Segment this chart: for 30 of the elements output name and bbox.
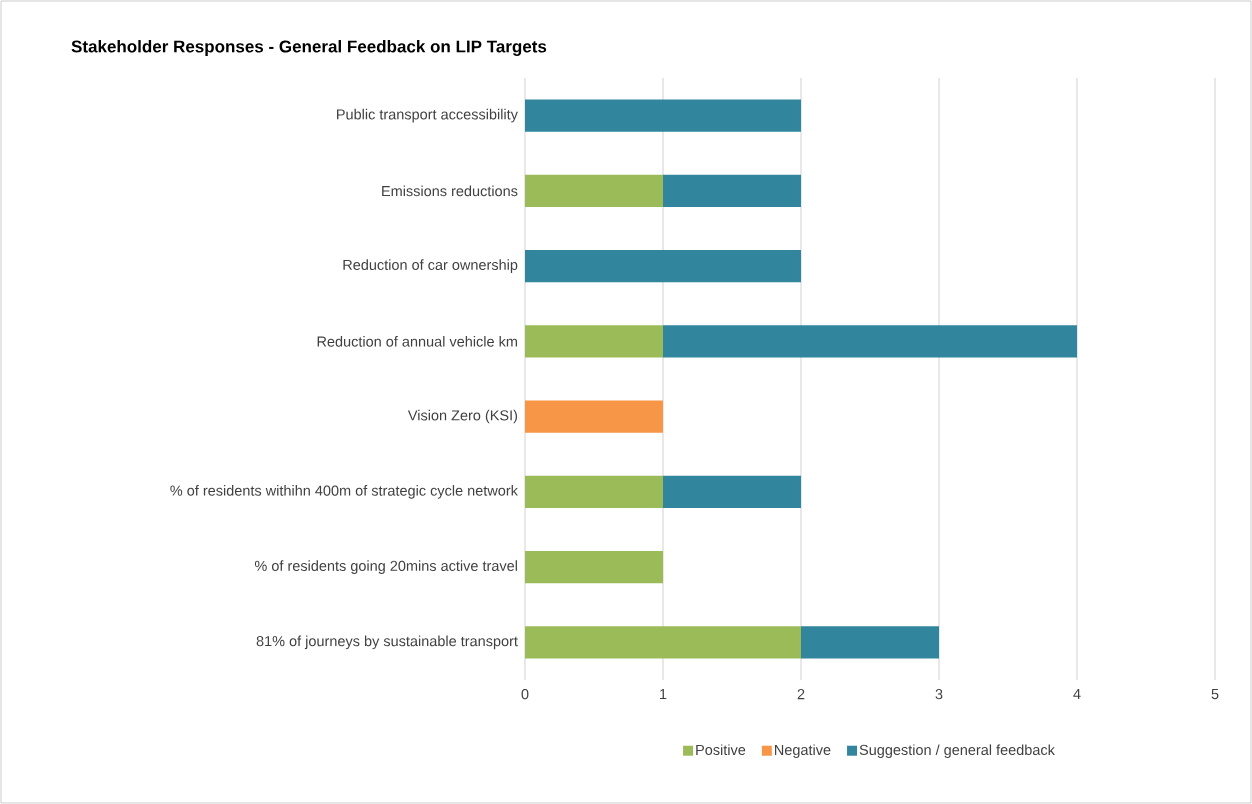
y-tick-label: Vision Zero (KSI) (407, 409, 518, 424)
y-tick-label: Reduction of car ownership (343, 259, 518, 273)
y-tick-label: Emissions reductions (382, 185, 518, 197)
x-tick-label: 1 (660, 689, 667, 699)
text: Stakeholder Responses - General Feedback on LIP Targets (71, 40, 547, 56)
legend-label: Negative (775, 744, 831, 758)
x-tick-label: 5 (1211, 689, 1219, 700)
y-tick-label: % of residents withihn 400m of strategic cycle network (170, 485, 518, 499)
bar (663, 325, 1078, 358)
x-tick-label: 4 (1073, 689, 1081, 699)
bar (525, 99, 802, 132)
bar (525, 475, 664, 509)
bar (663, 475, 802, 509)
bar (525, 626, 802, 659)
x-tick-label: 2 (797, 689, 805, 700)
y-tick-label: Reduction of annual vehicle km (317, 336, 517, 347)
bar (525, 400, 664, 433)
bar (525, 174, 664, 208)
bar (663, 174, 802, 208)
x-tick-label: 0 (521, 689, 529, 700)
bar (801, 626, 940, 659)
bar (525, 325, 664, 358)
y-tick-label: % of residents going 20mins active travel (254, 560, 517, 574)
bar (525, 249, 802, 283)
y-tick-label: 81% of journeys by sustainable transport (256, 635, 518, 650)
x-tick-label: 3 (935, 689, 943, 700)
legend-label: Positive (696, 744, 746, 756)
legend-label: Suggestion / general feedback (859, 744, 1055, 758)
bar (525, 550, 664, 584)
y-tick-label: Public transport accessibility (337, 108, 518, 123)
